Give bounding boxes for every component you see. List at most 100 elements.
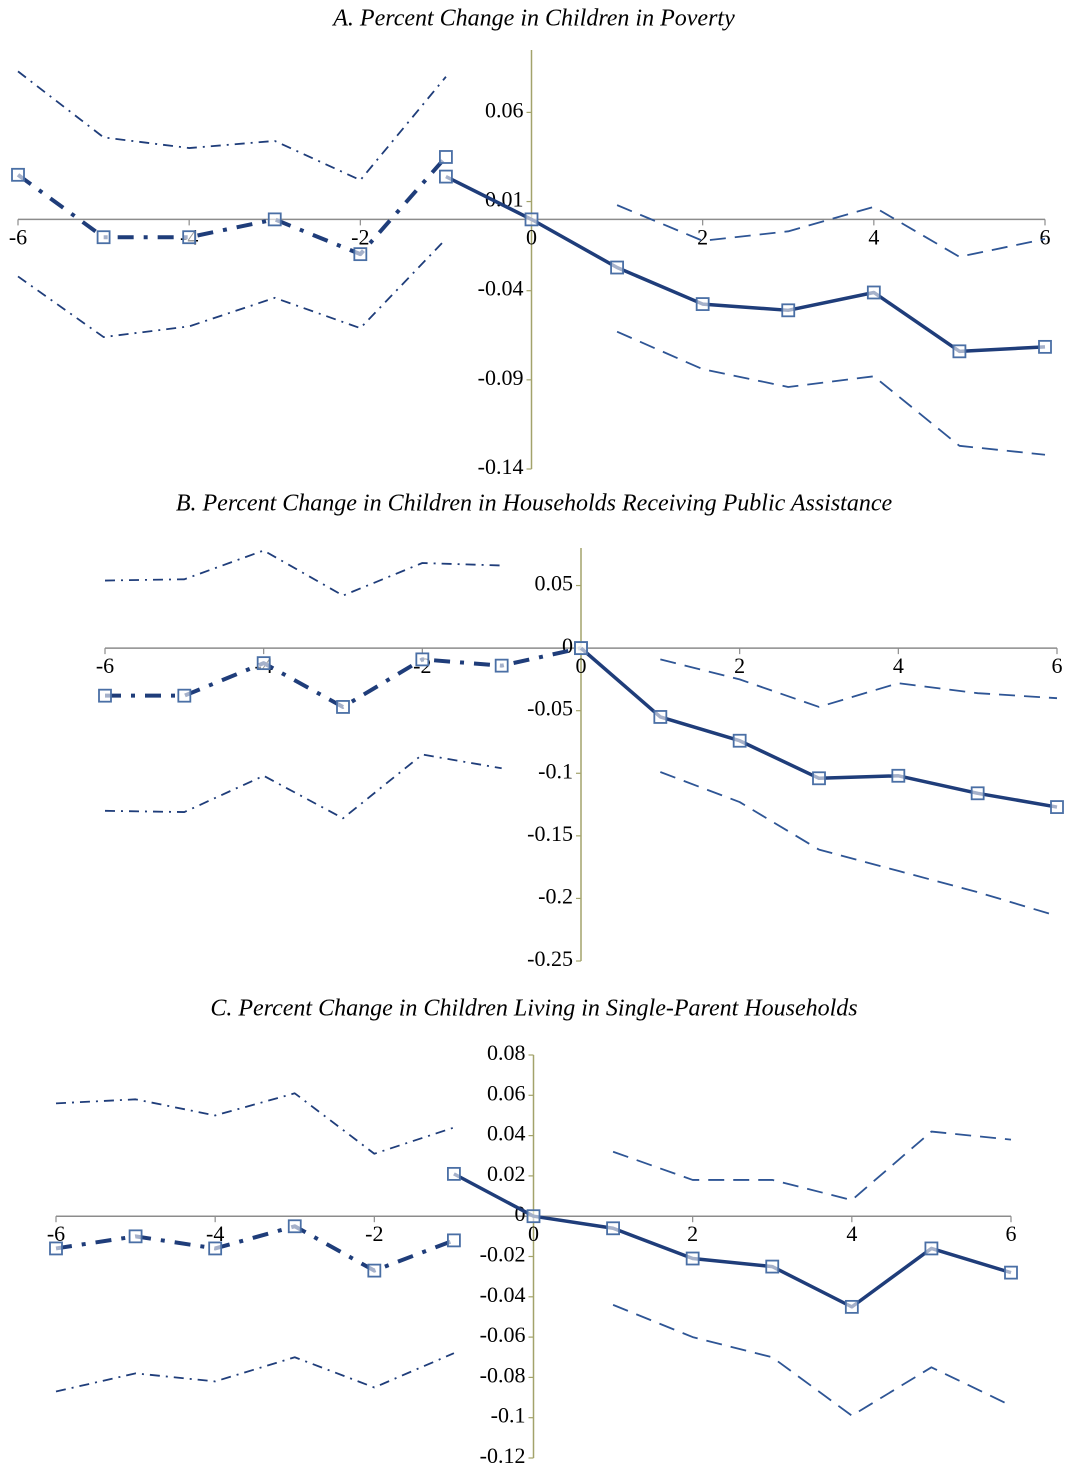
point-marker — [447, 1166, 461, 1181]
point-marker — [924, 1241, 939, 1256]
y-tick-label: -0.05 — [527, 696, 573, 721]
point-marker — [732, 733, 747, 748]
point-marker — [208, 1241, 223, 1256]
point-marker — [439, 169, 453, 184]
point-marker — [267, 212, 282, 227]
y-tick-label: -0.09 — [478, 365, 524, 390]
x-tick-label: 4 — [868, 224, 879, 249]
x-tick-label: -2 — [351, 224, 369, 249]
series-line — [660, 771, 1058, 917]
y-tick-label: 0 — [515, 1201, 526, 1226]
series-line — [17, 70, 447, 182]
x-tick-label: -6 — [96, 653, 114, 678]
x-tick-label: 4 — [846, 1221, 857, 1246]
point-marker — [98, 688, 112, 703]
point-marker — [844, 1299, 859, 1314]
chart-title: B. Percent Change in Children in Househo… — [176, 491, 893, 517]
series-line — [55, 1092, 455, 1155]
point-marker — [1038, 339, 1052, 354]
x-tick-label: 2 — [687, 1221, 698, 1246]
point-marker — [606, 1221, 620, 1236]
point-marker — [610, 260, 624, 275]
y-tick-label: -0.2 — [538, 883, 573, 908]
point-marker — [128, 1229, 143, 1244]
point-marker — [695, 297, 710, 311]
y-tick-label: -0.14 — [478, 454, 524, 479]
y-tick-label: -0.06 — [480, 1322, 526, 1347]
point-marker — [182, 230, 197, 245]
series-line — [105, 646, 582, 709]
y-tick-label: 0.02 — [487, 1161, 526, 1186]
series-line — [453, 1172, 1012, 1309]
y-tick-label: -0.25 — [527, 946, 573, 971]
y-tick-label: -0.08 — [480, 1362, 526, 1387]
y-tick-label: -0.12 — [480, 1443, 526, 1468]
x-tick-label: 2 — [734, 653, 745, 678]
point-marker — [524, 212, 539, 227]
x-tick-label: -6 — [47, 1221, 65, 1246]
point-marker — [96, 230, 111, 245]
point-marker — [970, 786, 985, 801]
point-marker — [11, 167, 25, 182]
series-line — [55, 1352, 455, 1393]
point-marker — [447, 1233, 461, 1248]
point-marker — [439, 150, 453, 164]
point-marker — [494, 658, 509, 673]
point-marker — [952, 344, 967, 359]
point-marker — [526, 1209, 541, 1224]
series-line — [17, 238, 447, 338]
series-line — [55, 1224, 455, 1273]
series-line — [445, 175, 1046, 354]
y-tick-label: -0.04 — [478, 276, 524, 301]
y-tick-label: -0.15 — [527, 821, 573, 846]
series-line — [104, 753, 502, 820]
series-line — [616, 204, 1046, 258]
chart-title: A. Percent Change in Children in Poverty — [331, 6, 735, 32]
y-tick-label: -0.04 — [480, 1282, 526, 1307]
y-tick-label: -0.1 — [538, 758, 573, 783]
y-tick-label: 0 — [562, 633, 573, 658]
point-marker — [781, 303, 796, 318]
point-marker — [812, 771, 826, 786]
y-tick-label: 0.06 — [485, 97, 524, 122]
series-line — [612, 1130, 1012, 1201]
y-tick-label: 0.08 — [487, 1040, 526, 1065]
x-tick-label: 6 — [1052, 653, 1063, 678]
chart-title: C. Percent Change in Children Living in … — [210, 996, 857, 1022]
x-tick-label: 0 — [576, 653, 587, 678]
x-tick-label: 0 — [528, 1221, 539, 1246]
y-tick-label: 0.06 — [487, 1080, 526, 1105]
point-marker — [574, 641, 588, 656]
y-tick-label: -0.02 — [480, 1242, 526, 1267]
y-tick-label: 0.04 — [487, 1121, 526, 1146]
series-line — [612, 1304, 1012, 1417]
point-marker — [177, 688, 192, 703]
series-line — [104, 549, 502, 597]
point-marker — [256, 656, 271, 671]
x-tick-label: 2 — [697, 224, 708, 249]
point-marker — [765, 1259, 780, 1274]
x-tick-label: 6 — [1006, 1221, 1017, 1246]
x-tick-label: 0 — [526, 224, 537, 249]
series-line — [16, 155, 448, 257]
y-tick-label: -0.1 — [491, 1403, 526, 1428]
point-marker — [367, 1263, 382, 1278]
point-marker — [287, 1219, 302, 1234]
point-marker — [1050, 800, 1064, 814]
x-tick-label: -6 — [9, 224, 27, 249]
x-tick-label: 6 — [1040, 224, 1051, 249]
point-marker — [653, 710, 668, 724]
point-marker — [891, 768, 906, 783]
point-marker — [866, 285, 881, 300]
point-marker — [49, 1241, 63, 1256]
y-tick-label: 0.05 — [535, 571, 574, 596]
series-line — [616, 330, 1046, 456]
x-tick-label: -2 — [365, 1221, 383, 1246]
point-marker — [415, 652, 430, 667]
point-marker — [336, 700, 350, 714]
point-marker — [353, 247, 368, 262]
point-marker — [685, 1251, 700, 1266]
x-tick-label: 4 — [893, 653, 904, 678]
